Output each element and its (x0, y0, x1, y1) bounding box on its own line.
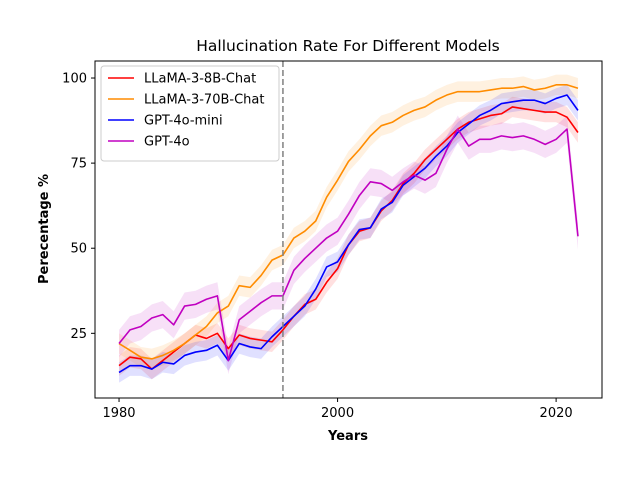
x-axis-label: Years (327, 429, 368, 444)
series-line-2 (118, 94, 579, 374)
y-tick-label-75: 75 (70, 157, 87, 172)
legend-label-3: GPT-4o (144, 135, 190, 150)
x-tick-label-1980: 1980 (102, 406, 135, 421)
chart-title: Hallucination Rate For Different Models (196, 37, 499, 55)
legend-label-0: LLaMA-3-8B-Chat (144, 72, 256, 87)
y-tick-label-25: 25 (70, 327, 87, 342)
series-line-1 (118, 84, 579, 360)
x-tick-label-2020: 2020 (540, 406, 573, 421)
band-2 (119, 84, 578, 383)
legend-label-2: GPT-4o-mini (144, 114, 223, 129)
y-axis-label: Perecentage % (37, 174, 52, 284)
series-line-3 (118, 128, 579, 362)
axes-frame (94, 60, 603, 399)
band-0 (119, 96, 578, 380)
band-3 (119, 115, 578, 375)
y-tick-label-100: 100 (62, 72, 87, 87)
x-tick-label-2000: 2000 (321, 406, 354, 421)
legend-box (100, 65, 280, 162)
y-tick-label-50: 50 (70, 242, 87, 257)
legend-label-1: LLaMA-3-70B-Chat (144, 93, 264, 108)
plot-area: 1980 2000 2020 25 50 75 100 LLaMA-3-8B-Chat LLaM… (62, 60, 603, 421)
